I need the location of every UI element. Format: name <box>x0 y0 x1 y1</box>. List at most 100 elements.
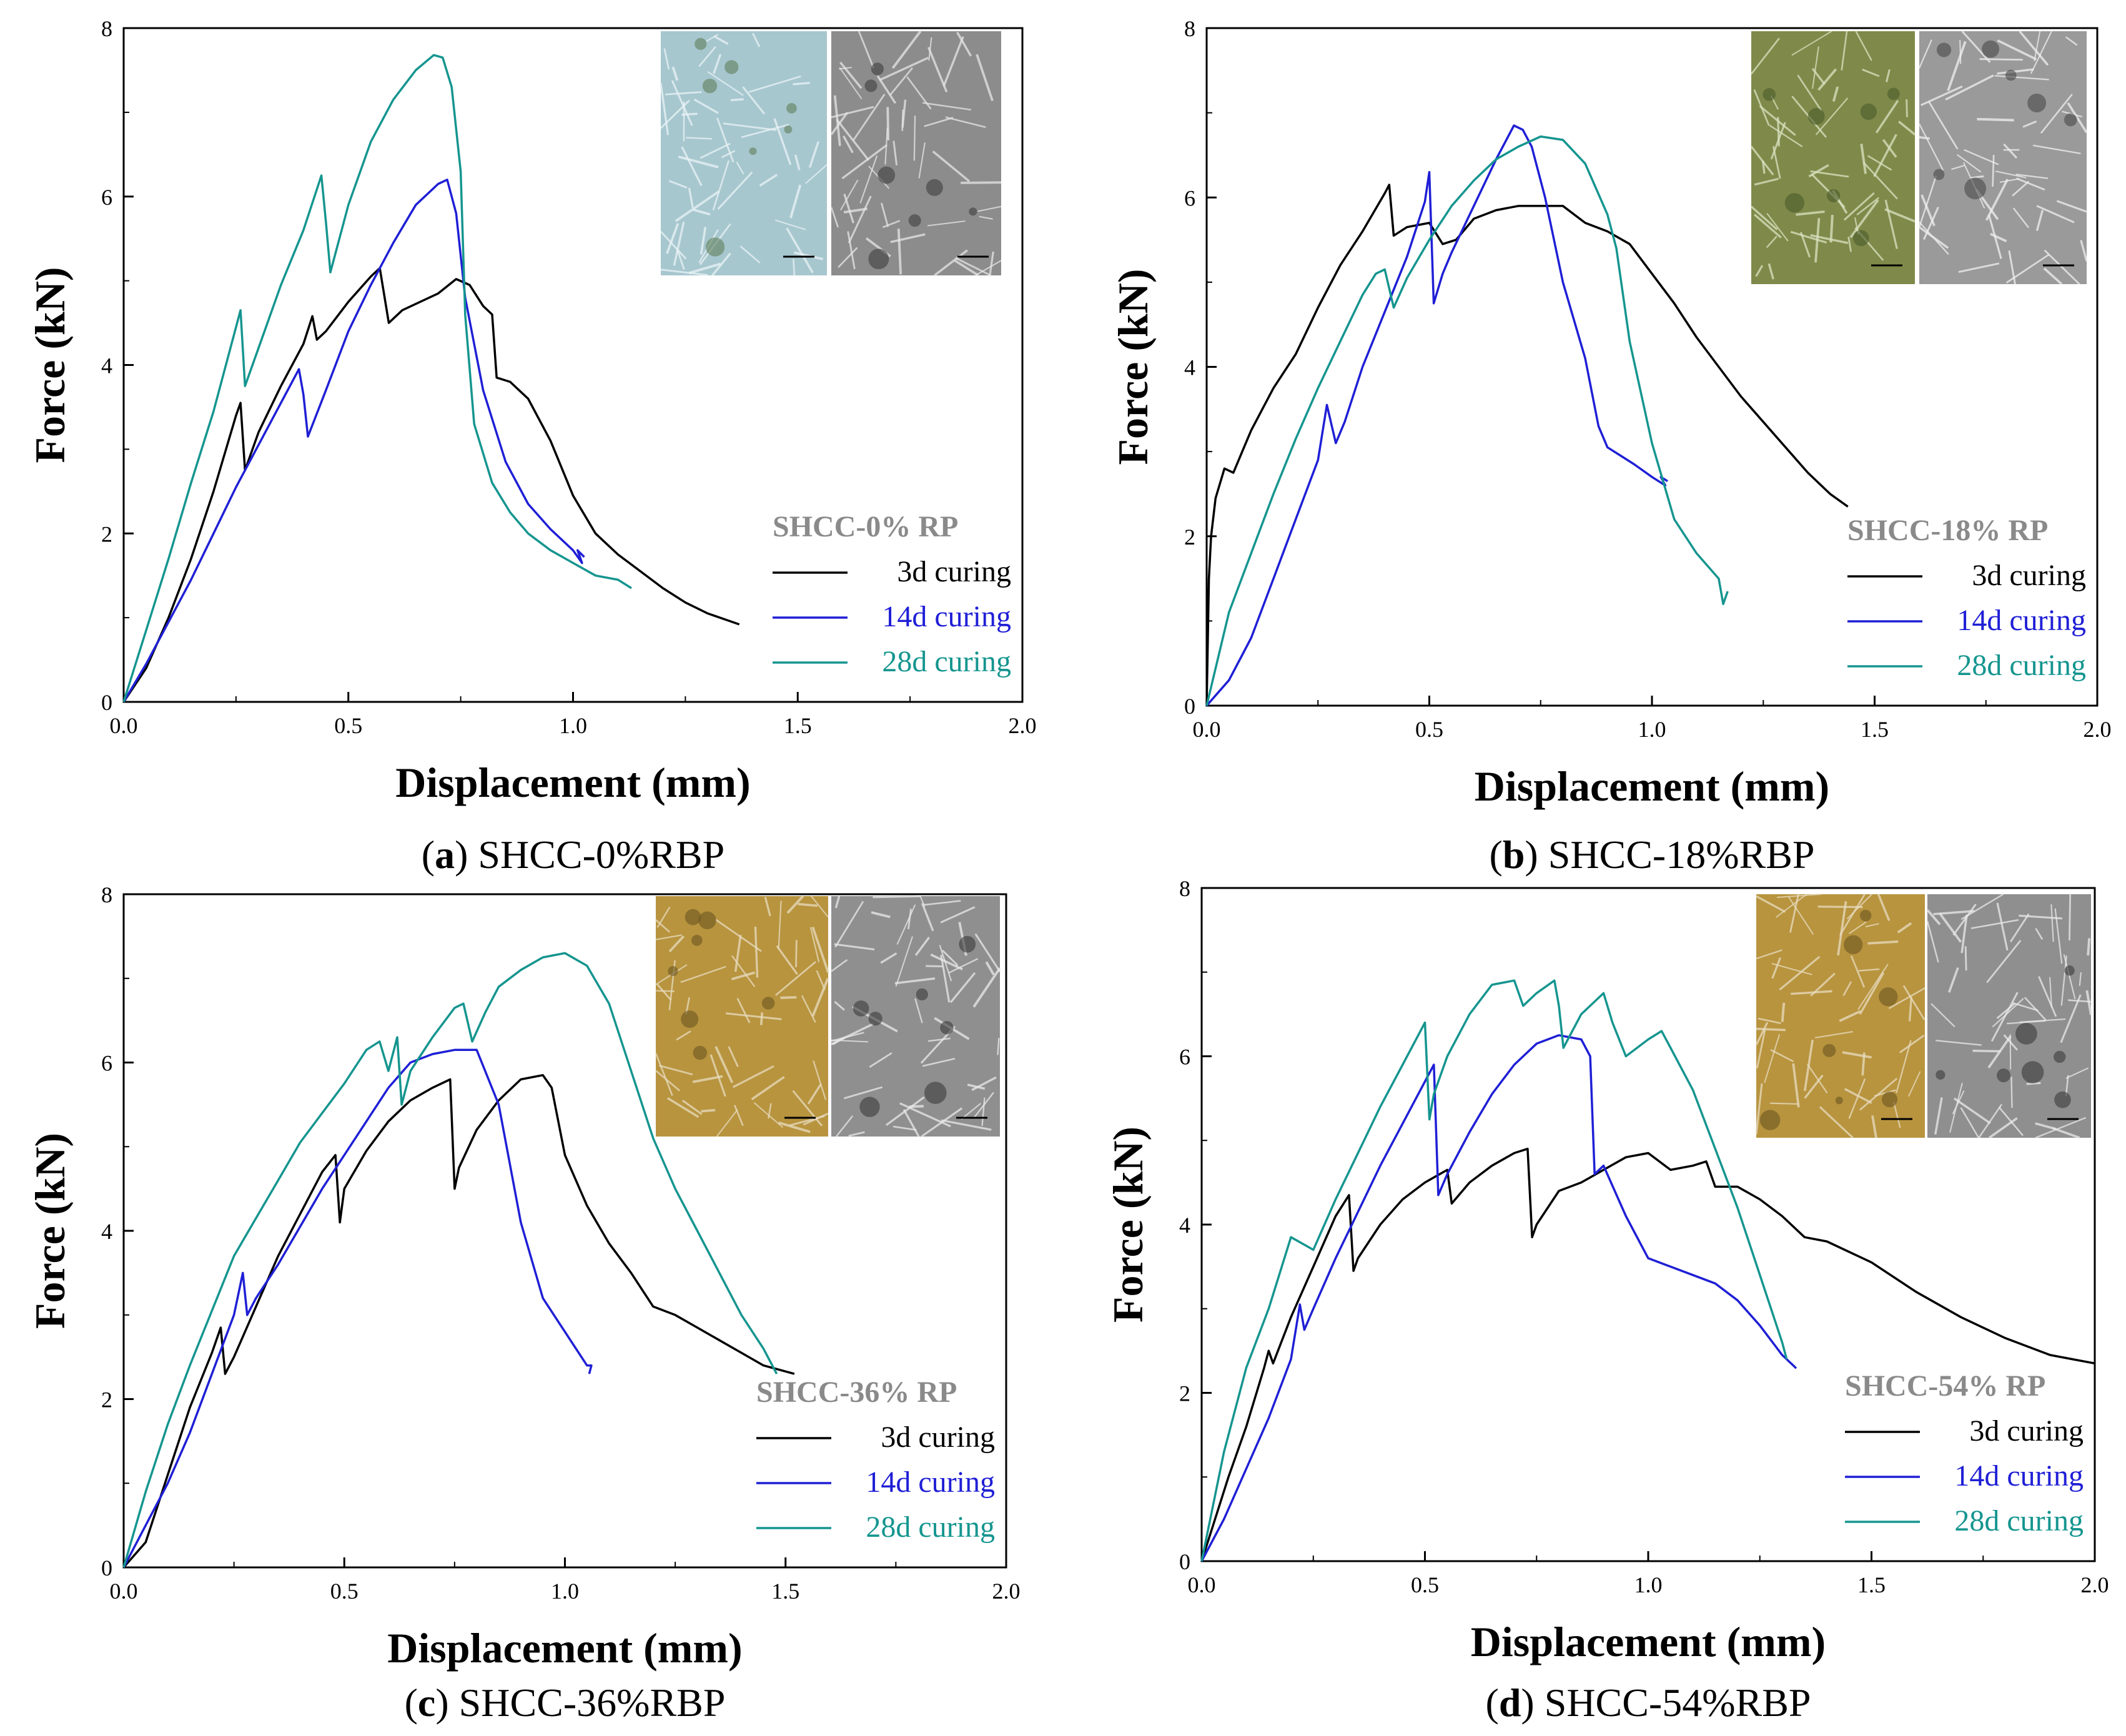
fibre-mark <box>1947 967 1959 993</box>
fibre-mark <box>2085 990 2092 1015</box>
sem-micrograph <box>1926 893 2092 1139</box>
fibre-mark <box>892 141 898 165</box>
series-line-28d-curing <box>1205 135 1729 706</box>
particle-mark <box>702 78 718 94</box>
particle-mark <box>2027 93 2047 113</box>
fibre-mark <box>1779 955 1821 991</box>
fibre-mark <box>811 895 829 918</box>
legend-entry: 14d curing <box>1954 1459 2084 1492</box>
fibre-mark <box>2065 36 2078 46</box>
series-line-14d-curing <box>1205 124 1668 707</box>
fibre-mark <box>801 995 816 1023</box>
particle-mark <box>1826 189 1841 203</box>
fibre-mark <box>655 919 671 933</box>
fibre-mark <box>1996 902 2009 951</box>
legend-entry: 14d curing <box>866 1466 995 1499</box>
fibre-mark <box>2060 994 2082 1043</box>
fibre-mark <box>1753 89 1770 126</box>
fibre-mark <box>1755 1022 1769 1046</box>
fibre-mark <box>1847 237 1852 252</box>
fibre-mark <box>871 911 891 919</box>
fibre-mark <box>1832 86 1839 102</box>
fibre-mark <box>2069 894 2072 940</box>
fibre-mark <box>675 190 720 222</box>
fibre-mark <box>1918 39 1932 69</box>
fibre-mark <box>927 220 966 227</box>
fibre-mark <box>1994 75 2049 81</box>
fibre-mark <box>1928 101 1959 150</box>
fibre-mark <box>954 259 979 277</box>
fibre-mark <box>948 958 979 974</box>
fibre-mark <box>1990 232 2007 243</box>
fibre-mark <box>836 1115 854 1137</box>
fibre-mark <box>671 80 693 126</box>
x-tick-label: 1.5 <box>1857 1572 1886 1597</box>
fibre-mark <box>813 1060 827 1100</box>
fibre-mark <box>692 1075 723 1083</box>
sem-micrograph-background <box>831 896 1000 1137</box>
fibre-mark <box>941 1119 992 1131</box>
fibre-mark <box>1810 234 1849 244</box>
fibre-mark <box>941 949 959 967</box>
y-axis-label: Force (kN) <box>26 1133 74 1329</box>
fibre-mark <box>1988 214 2002 259</box>
y-tick-label: 2 <box>1179 1381 1190 1406</box>
fibre-mark <box>1799 232 1811 258</box>
fibre-mark <box>1814 218 1821 263</box>
caption-letter: c <box>418 1680 435 1725</box>
fibre-mark <box>1902 985 1926 1020</box>
fibre-mark <box>807 1083 822 1105</box>
fibre-mark <box>922 1057 956 1067</box>
fibre-mark <box>2030 31 2052 74</box>
y-axis-label: Force (kN) <box>1104 1127 1152 1323</box>
fibre-mark <box>967 1083 986 1090</box>
fibre-mark <box>932 150 971 182</box>
fibre-mark <box>2056 200 2087 213</box>
fibre-mark <box>894 977 936 985</box>
fibre-mark <box>2067 999 2092 1003</box>
fibre-mark <box>927 1037 951 1042</box>
fibre-mark <box>736 161 744 175</box>
fibre-mark <box>1792 1063 1800 1108</box>
fibre-mark <box>1796 210 1825 216</box>
fibre-mark <box>2034 31 2041 62</box>
fibre-mark <box>1985 179 2009 221</box>
particle-mark <box>691 935 703 946</box>
fibre-mark <box>1934 1097 1943 1135</box>
fibre-mark <box>1899 1034 1925 1053</box>
fibre-mark <box>989 251 994 276</box>
fibre-mark <box>723 122 777 131</box>
fibre-mark <box>2040 94 2073 134</box>
fibre-mark <box>1848 921 1867 934</box>
fibre-mark <box>895 936 913 987</box>
fibre-mark <box>1817 68 1837 91</box>
particle-mark <box>749 147 757 155</box>
fibre-mark <box>1908 997 1912 1022</box>
particle-mark <box>685 909 701 925</box>
fibre-mark <box>1921 194 1936 227</box>
fibre-mark <box>681 1099 703 1115</box>
particle-mark <box>1763 88 1776 101</box>
fibre-mark <box>768 1103 772 1119</box>
fibre-mark <box>843 207 868 214</box>
fibre-mark <box>1960 914 1968 954</box>
fibre-mark <box>1919 136 1930 140</box>
fibre-mark <box>975 260 1002 276</box>
x-tick-label: 1.5 <box>771 1579 799 1604</box>
fibre-mark <box>778 900 782 949</box>
fibre-mark <box>1755 265 1764 277</box>
fibre-mark <box>665 91 702 96</box>
chart-panel-d: 0.0 0.5 1.0 1.5 2.0 0 2 4 6 8 Displacement (mm) For… <box>1104 876 2109 1725</box>
fibre-mark <box>853 94 886 141</box>
legend-entry: 3d curing <box>897 555 1011 588</box>
fibre-mark <box>721 150 736 159</box>
fibre-mark <box>919 895 926 907</box>
fibre-mark <box>663 48 670 70</box>
fibre-mark <box>794 154 801 170</box>
fibre-mark <box>1970 919 2019 929</box>
fibre-mark <box>709 1054 726 1097</box>
fibre-mark <box>1958 262 2000 274</box>
sem-micrograph-background <box>831 31 1001 275</box>
fibre-mark <box>655 1053 673 1097</box>
fibre-mark <box>803 1112 829 1126</box>
